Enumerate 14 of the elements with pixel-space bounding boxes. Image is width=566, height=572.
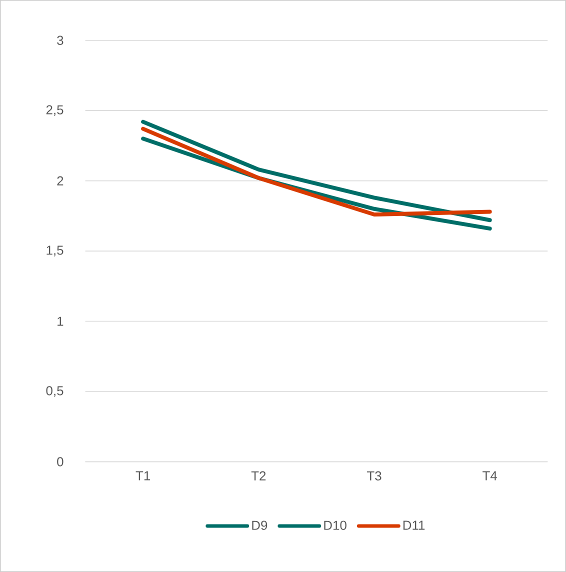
x-tick-label: T4 <box>482 471 498 480</box>
y-tick-label: 2 <box>57 176 64 186</box>
x-tick-label: T2 <box>251 471 266 480</box>
legend-label: D9 <box>252 520 268 530</box>
y-tick-label: 1 <box>58 316 64 326</box>
y-tick-label: 3 <box>57 36 64 45</box>
y-tick-label: 0,5 <box>46 386 64 397</box>
legend-label: D11 <box>403 520 425 530</box>
y-tick-label: 1,5 <box>46 246 64 256</box>
legend-label: D10 <box>324 520 346 530</box>
y-tick-label: 0 <box>57 457 64 466</box>
y-tick-label: 2,5 <box>46 105 64 116</box>
x-tick-label: T1 <box>136 471 150 480</box>
x-tick-label: T3 <box>366 471 382 480</box>
